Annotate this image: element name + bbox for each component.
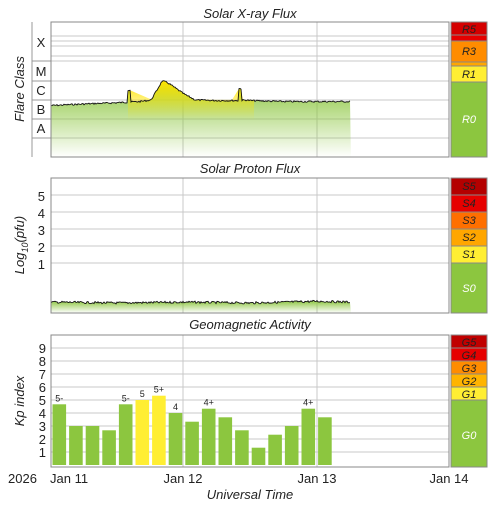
xray-flux-series — [50, 80, 351, 157]
proton-tick-4: 4 — [38, 206, 45, 221]
time-axis-label: Universal Time — [207, 487, 294, 502]
kp-bar-label: 4+ — [204, 398, 214, 408]
proton-flux-series — [50, 299, 351, 313]
kp-bar-label: 5+ — [154, 385, 164, 395]
kp-tick-8: 8 — [39, 354, 46, 369]
scale-s3-label: S3 — [462, 215, 476, 227]
kp-bar — [118, 404, 133, 465]
flare-class-m: M — [36, 64, 47, 79]
proton-title: Solar Proton Flux — [200, 161, 301, 176]
flare-class-c: C — [36, 83, 45, 98]
xray-plot-frame — [50, 21, 450, 158]
kp-bar — [301, 408, 316, 465]
scale-s0-label: S0 — [462, 283, 476, 295]
kp-bar — [268, 434, 282, 465]
proton-plot-frame — [50, 177, 450, 314]
proton-tick-3: 3 — [38, 223, 45, 238]
kp-bar-label: 5- — [55, 393, 63, 403]
proton-flux-line — [50, 299, 350, 305]
scale-r2-cell — [450, 61, 488, 67]
kp-bar-label: 5 — [140, 389, 145, 399]
time-axis: 2026 Jan 11 Jan 12 Jan 13 Jan 14 Univers… — [8, 471, 469, 502]
kp-bar — [235, 430, 249, 465]
radiation-storm-scale: S5 S4 S3 S2 S1 S0 — [450, 177, 488, 314]
kp-tick-6: 6 — [39, 380, 46, 395]
kp-y-axis-label: Kp index — [12, 375, 27, 426]
scale-g0-cell — [450, 399, 488, 468]
kp-tick-3: 3 — [39, 419, 46, 434]
kp-plot-frame — [50, 334, 450, 468]
kp-tick-9: 9 — [39, 341, 46, 356]
kp-bar — [201, 408, 216, 465]
kp-gridlines — [51, 335, 449, 467]
proton-panel: Solar Proton Flux 1 2 3 4 5 Log10(pfu) — [12, 161, 488, 314]
kp-tick-4: 4 — [39, 406, 46, 421]
time-tick-jan11: Jan 11 — [50, 471, 88, 486]
scale-s1-label: S1 — [462, 249, 475, 261]
scale-r5-label: R5 — [462, 24, 477, 36]
kp-bar-label: 5- — [122, 393, 130, 403]
kp-bar — [69, 426, 83, 465]
radio-blackout-scale: R5 R3 R1 R0 — [450, 21, 488, 158]
scale-r0-label: R0 — [462, 114, 477, 126]
scale-r1-label: R1 — [462, 69, 476, 81]
kp-y-ticks: 1 2 3 4 5 6 7 8 9 — [39, 341, 46, 460]
scale-r0-cell — [450, 81, 488, 158]
proton-flux-fill — [51, 300, 351, 313]
kp-tick-2: 2 — [39, 432, 46, 447]
scale-s5-label: S5 — [462, 181, 476, 193]
proton-tick-5: 5 — [38, 189, 45, 204]
flare-class-x: X — [37, 35, 46, 50]
kp-bar — [152, 395, 166, 465]
scale-s0-cell — [450, 262, 488, 314]
kp-bar — [185, 421, 199, 465]
kp-bar — [218, 417, 233, 465]
proton-y-ticks: 1 2 3 4 5 — [38, 189, 45, 272]
proton-y-axis-label: Log10(pfu) — [12, 216, 30, 274]
geomagnetic-storm-scale: G5 G4 G3 G2 G1 G0 — [450, 334, 488, 468]
proton-tick-1: 1 — [38, 257, 45, 272]
kp-tick-1: 1 — [39, 445, 46, 460]
kp-bar — [102, 430, 116, 465]
kp-bar — [284, 426, 299, 465]
kp-title: Geomagnetic Activity — [189, 317, 312, 332]
xray-flare-highlight — [128, 80, 254, 120]
kp-bar — [85, 426, 100, 465]
flare-class-axis: X M C B A — [31, 22, 51, 157]
kp-bars: 5- 5- 5 5+ 4 4+ 4+ — [52, 385, 332, 465]
scale-g4-label: G4 — [462, 350, 477, 362]
kp-bar-label: 4 — [173, 402, 178, 412]
flare-class-b: B — [37, 102, 46, 117]
scale-s4-label: S4 — [462, 198, 475, 210]
kp-bar — [168, 413, 183, 465]
proton-gridlines — [51, 178, 449, 313]
xray-panel: Solar X-ray Flux X M C B A — [12, 6, 488, 158]
scale-r3-label: R3 — [462, 46, 477, 58]
scale-s2-label: S2 — [462, 232, 475, 244]
xray-y-axis-label: Flare Class — [12, 56, 27, 122]
kp-bar-label: 4+ — [303, 398, 313, 408]
time-tick-jan14: Jan 14 — [429, 471, 468, 486]
scale-g5-label: G5 — [462, 337, 478, 349]
scale-g0-label: G0 — [462, 430, 478, 442]
proton-tick-2: 2 — [38, 240, 45, 255]
kp-bar — [251, 447, 266, 465]
xray-flux-line — [50, 80, 351, 107]
time-axis-year: 2026 — [8, 471, 37, 486]
kp-tick-7: 7 — [39, 367, 46, 382]
scale-g1-label: G1 — [462, 389, 477, 401]
kp-panel: Geomagnetic Activity 1 2 3 4 5 6 7 8 9 K… — [12, 317, 488, 468]
time-tick-jan13: Jan 13 — [297, 471, 336, 486]
kp-bar — [318, 417, 332, 465]
kp-bar — [135, 400, 150, 465]
scale-g2-label: G2 — [462, 376, 477, 388]
flare-class-a: A — [37, 121, 46, 136]
time-tick-jan12: Jan 12 — [163, 471, 202, 486]
scale-g3-label: G3 — [462, 363, 478, 375]
kp-tick-5: 5 — [39, 393, 46, 408]
xray-title: Solar X-ray Flux — [203, 6, 297, 21]
kp-bar — [52, 404, 67, 465]
